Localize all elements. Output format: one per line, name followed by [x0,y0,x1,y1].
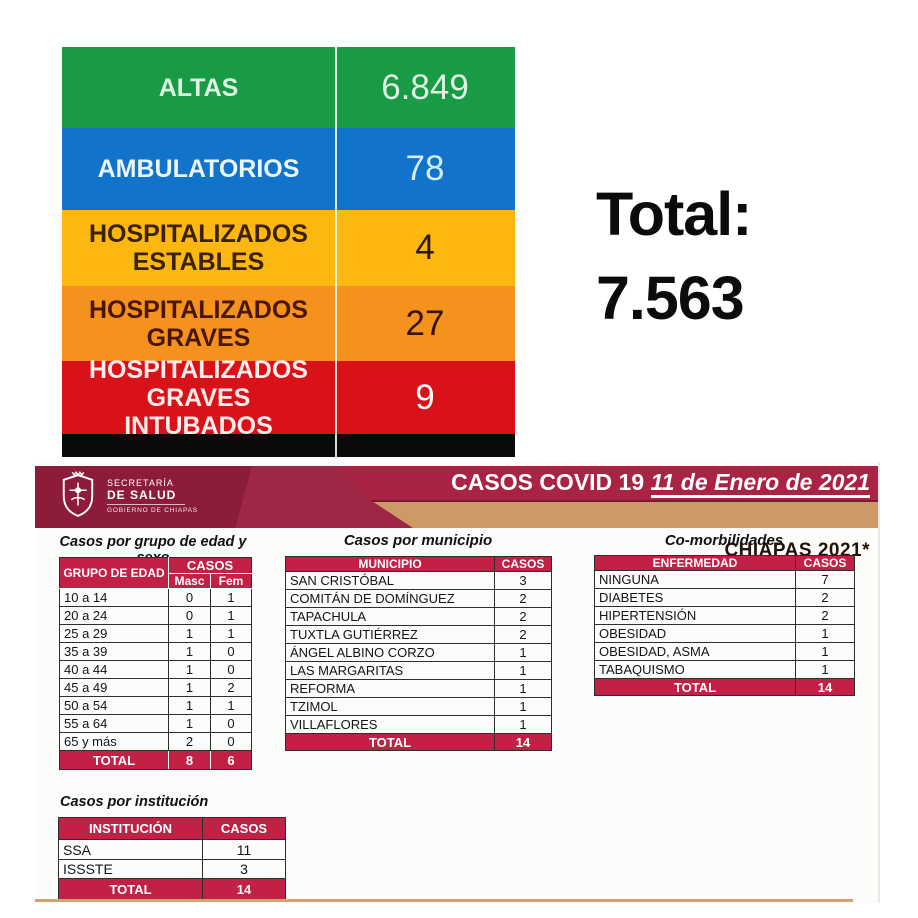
municipality-row: LAS MARGARITAS 1 [285,661,552,680]
institution-total-row: TOTAL 14 [58,878,286,900]
covid-report-slide: CASOS COVID 19 11 de Enero de 2021 CHIAP… [35,462,880,903]
logo-text: SECRETARÍA DE SALUD GOBIERNO DE CHIAPAS [107,478,198,515]
status-value-altas: 6.849 [381,67,469,107]
institution-table-title: Casos por institución [60,794,209,810]
comorbidity-row: NINGUNA 7 [594,570,855,589]
comorbidity-row: TABAQUISMO 1 [594,660,855,679]
municipality-row: COMITÁN DE DOMÍNGUEZ 2 [285,589,552,608]
status-value-hospitalizados-estables: 4 [415,228,435,267]
age-total-row: TOTAL 8 6 [59,750,253,770]
institution-table: INSTITUCIÓN CASOS SSA 11 ISSSTE 3 TOTAL 14 [58,817,286,900]
total-value: 7.563 [596,264,745,333]
comorbidity-total-row: TOTAL 14 [594,678,855,696]
age-row: 25 a 29 1 1 [59,624,253,643]
institution-row: ISSSTE 3 [58,859,286,879]
cases-group-header: CASOS [167,557,253,574]
casos-header: CASOS [795,555,855,571]
slide-bottom-rule [35,899,853,902]
status-label-graves-intubados: HOSPITALIZADOS GRAVES INTUBADOS [89,355,308,440]
status-row-hospitalizados-estables: HOSPITALIZADOS ESTABLES 4 [62,210,515,286]
status-label-ambulatorios: AMBULATORIOS [97,155,300,183]
fem-header: Fem [209,573,253,589]
report-title-main: CASOS COVID 19 [451,469,651,495]
institution-row: SSA 11 [58,839,286,860]
total-label: Total: [596,180,752,248]
age-row: 50 a 54 1 1 [59,696,253,715]
municipality-row: TZIMOL 1 [285,697,552,716]
logo-line-de-salud: DE SALUD [107,488,177,503]
report-date: 11 de Enero de 2021 [650,469,870,498]
institucion-header: INSTITUCIÓN [58,817,203,840]
status-value-hospitalizados-graves: 27 [405,303,445,343]
municipality-row: VILLAFLORES 1 [285,715,552,734]
casos-header: CASOS [494,556,552,572]
logo-line-gobierno: GOBIERNO DE CHIAPAS [107,507,198,515]
status-label-hospitalizados-graves: HOSPITALIZADOS GRAVES [89,295,308,352]
comorbidity-row: OBESIDAD, ASMA 1 [594,642,855,661]
age-row: 40 a 44 1 0 [59,660,253,679]
municipality-total-row: TOTAL 14 [285,733,552,751]
municipality-row: TUXTLA GUTIÉRREZ 2 [285,625,552,644]
total-block: Total: 7.563 [596,172,752,340]
patient-status-table: ALTAS 6.849 AMBULATORIOS 78 HOSPITALIZAD… [62,47,515,457]
status-label-hospitalizados-estables: HOSPITALIZADOS ESTABLES [89,220,308,276]
age-row: 65 y más 2 0 [59,732,253,751]
comorbidity-table-title: Co-morbilidades [664,532,784,549]
status-label-altas: ALTAS [158,73,239,102]
age-col-header: GRUPO DE EDAD [59,557,169,589]
municipality-row: TAPACHULA 2 [285,607,552,626]
age-row: 45 a 49 1 2 [59,678,253,697]
status-row-altas: ALTAS 6.849 [62,47,515,128]
status-row-hospitalizados-graves: HOSPITALIZADOS GRAVES 27 [62,286,515,361]
municipality-row: SAN CRISTÓBAL 3 [285,571,552,590]
municipality-row: ÁNGEL ALBINO CORZO 1 [285,643,552,662]
age-sex-table: GRUPO DE EDAD CASOS Masc Fem 10 a 14 0 1 2… [59,557,253,770]
municipality-table: MUNICIPIO CASOS SAN CRISTÓBAL 3 COMITÁN D… [285,556,552,751]
status-value-ambulatorios: 78 [405,149,445,188]
status-table-column-divider [335,47,337,457]
age-row: 20 a 24 0 1 [59,606,253,625]
report-banner: CASOS COVID 19 11 de Enero de 2021 CHIAP… [35,466,878,561]
secretaria-salud-crest-icon [59,470,97,524]
status-table-footer-bar [62,434,515,457]
municipality-table-title: Casos por municipio [343,532,493,549]
status-value-graves-intubados: 9 [415,377,435,417]
age-row: 55 a 64 1 0 [59,714,253,733]
casos-header: CASOS [202,817,286,840]
municipality-row: REFORMA 1 [285,679,552,698]
status-row-ambulatorios: AMBULATORIOS 78 [62,128,515,210]
comorbidity-row: DIABETES 2 [594,588,855,607]
age-row: 10 a 14 0 1 [59,588,253,607]
masc-header: Masc [168,573,211,589]
comorbidity-table: ENFERMEDAD CASOS NINGUNA 7 DIABETES 2 HIPE… [594,555,855,696]
comorbidity-row: OBESIDAD 1 [594,624,855,643]
age-row: 35 a 39 1 0 [59,642,253,661]
status-row-graves-intubados: HOSPITALIZADOS GRAVES INTUBADOS 9 [62,356,515,440]
logo-divider-rule [107,504,185,506]
comorbidity-row: HIPERTENSIÓN 2 [594,606,855,625]
municipio-header: MUNICIPIO [285,556,495,572]
report-title: CASOS COVID 19 11 de Enero de 2021 [451,469,870,498]
enfermedad-header: ENFERMEDAD [594,555,796,571]
logo-line-secretaria: SECRETARÍA [107,478,174,489]
